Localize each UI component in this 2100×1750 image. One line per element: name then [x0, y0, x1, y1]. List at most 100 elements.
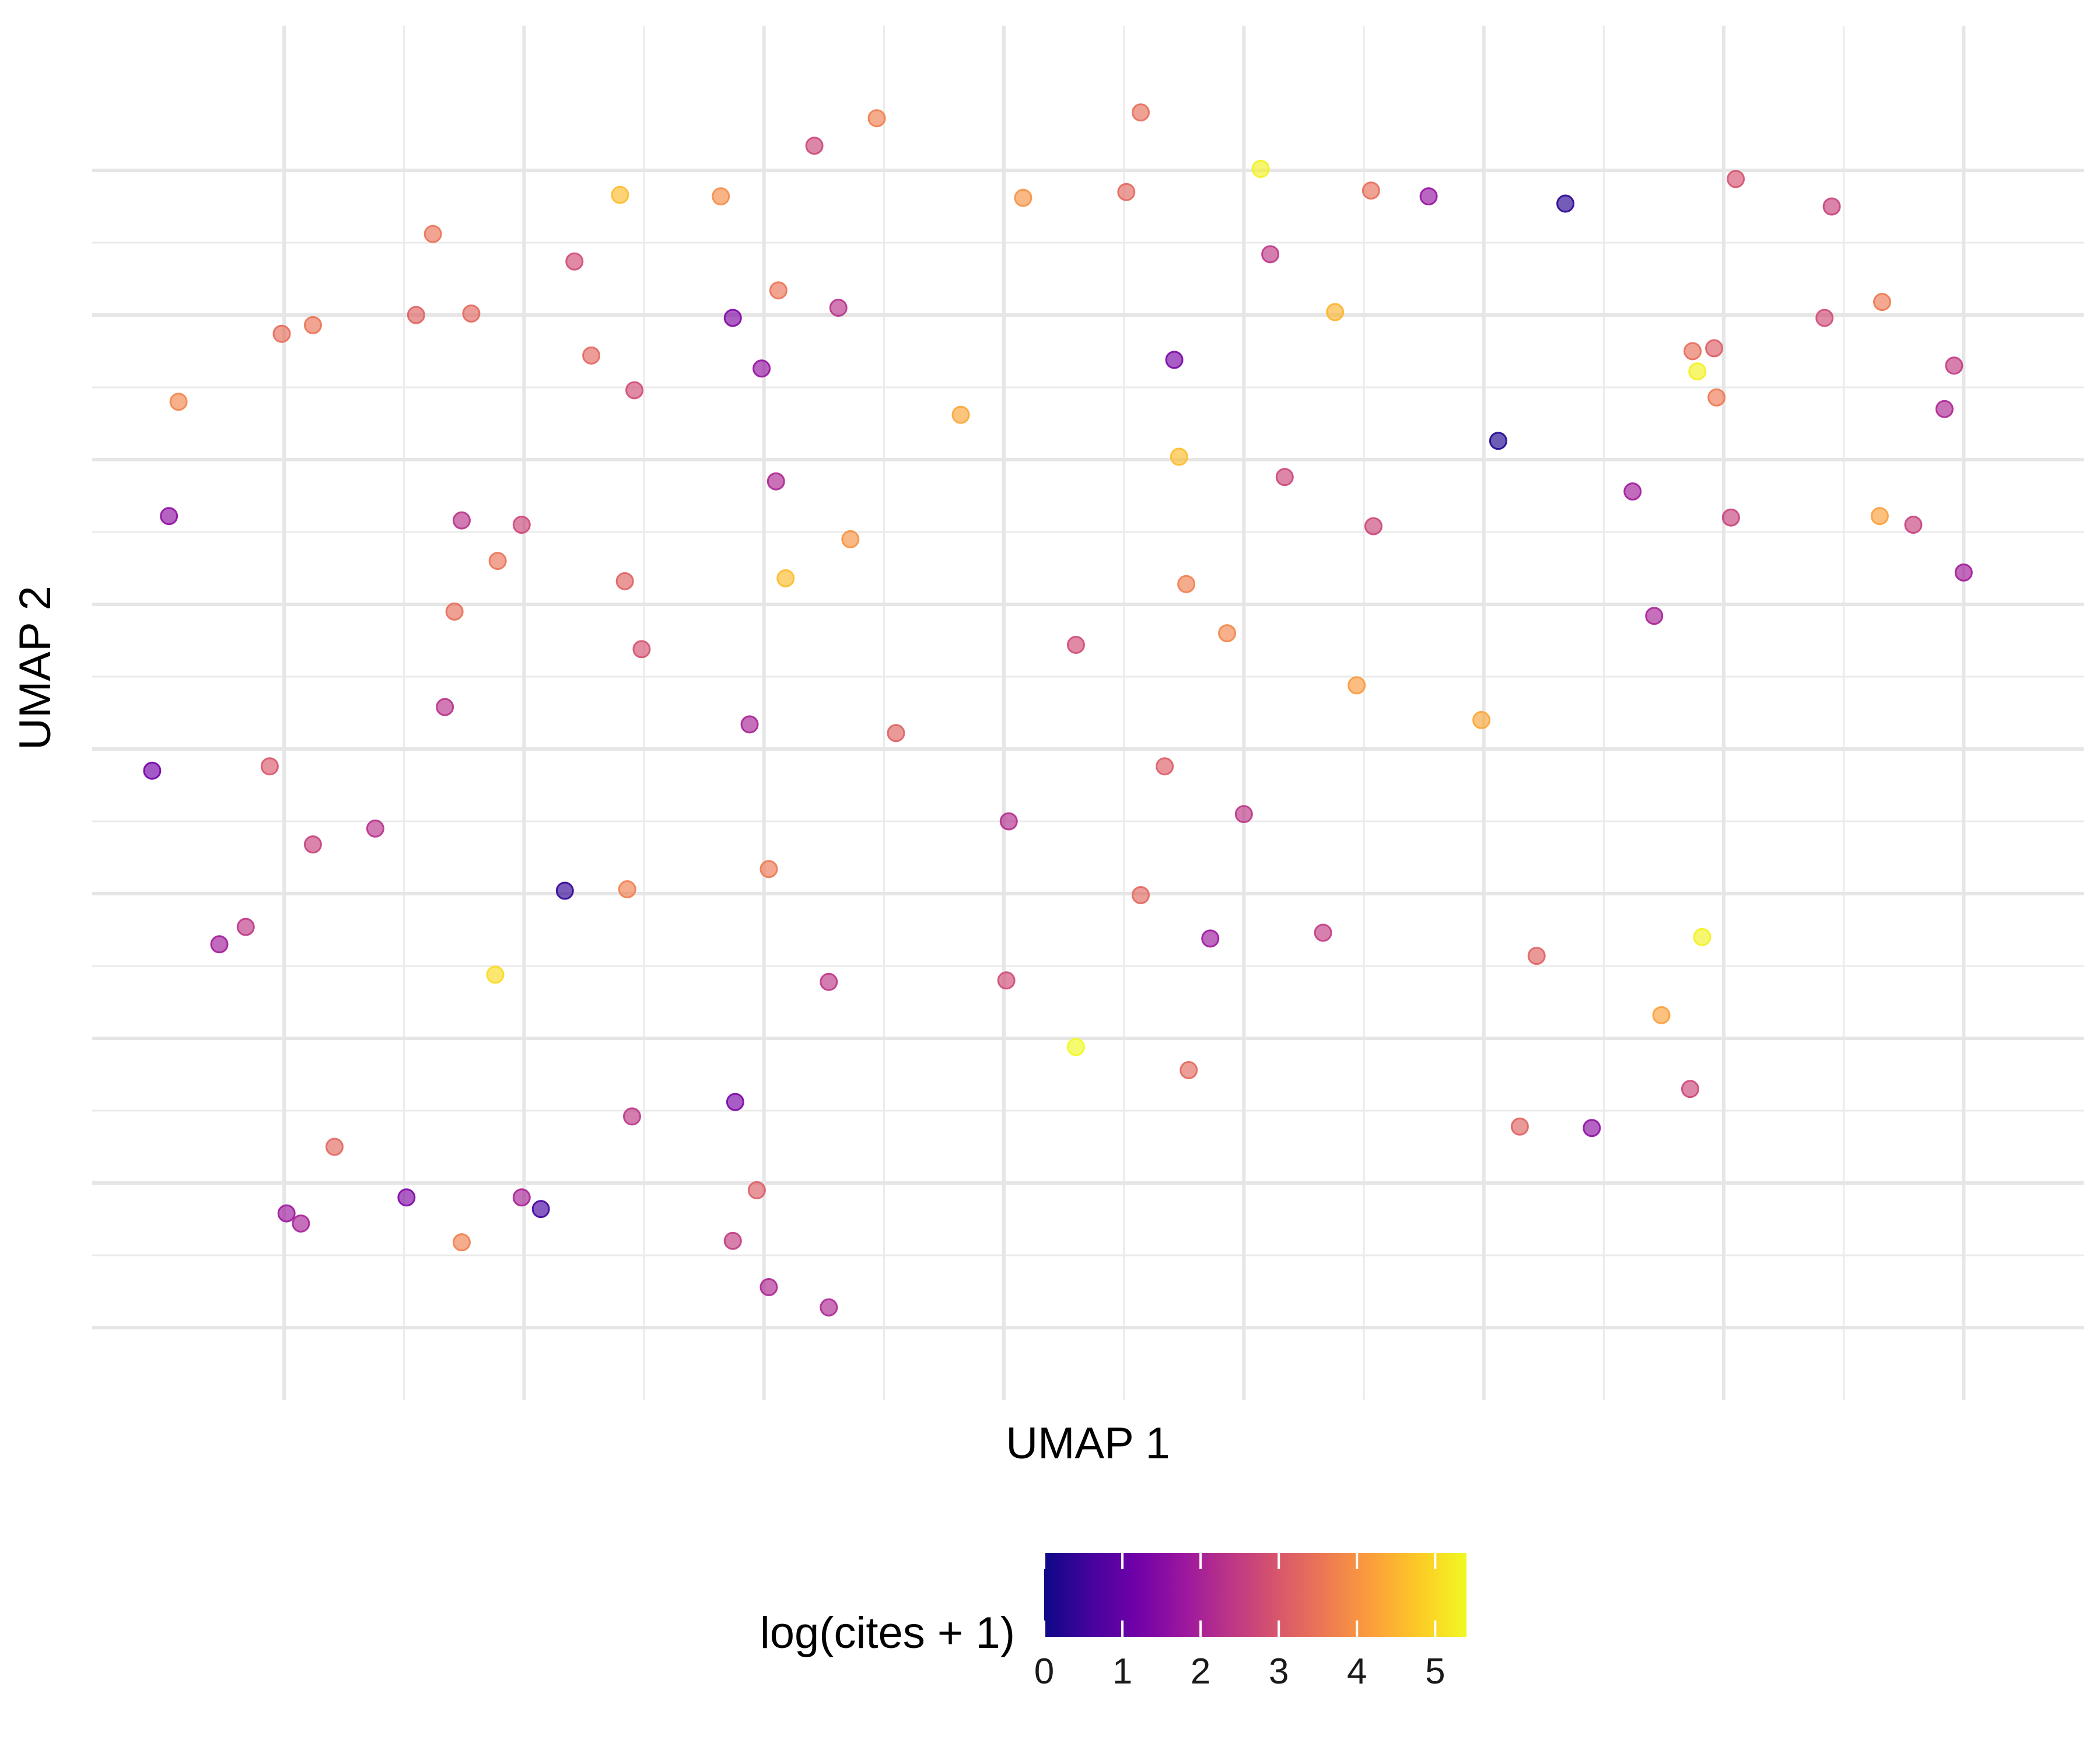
scatter-point [1131, 886, 1150, 904]
scatter-point [292, 1214, 310, 1233]
scatter-point [1014, 188, 1032, 207]
scatter-point [776, 569, 795, 587]
scatter-point [1165, 351, 1184, 369]
scatter-point [760, 860, 778, 878]
scatter-point [445, 602, 464, 621]
scatter-point [169, 393, 188, 411]
scatter-point [277, 1204, 296, 1223]
scatter-point [1556, 194, 1575, 213]
scatter-point [1489, 432, 1507, 450]
grid-major [92, 26, 2084, 1400]
scatter-point [820, 972, 838, 991]
colorbar-tick-label: 1 [1112, 1651, 1132, 1692]
scatter-point [1904, 516, 1923, 534]
scatter-point [1684, 342, 1702, 360]
scatter-point [887, 724, 905, 743]
scatter-point [999, 812, 1018, 831]
scatter-point [1954, 563, 1973, 582]
scatter-point [303, 316, 322, 334]
scatter-point [632, 640, 651, 659]
scatter-point [1314, 923, 1332, 942]
scatter-point [424, 225, 442, 243]
scatter-point [1707, 388, 1726, 407]
scatter-point [1218, 624, 1237, 643]
scatter-point [303, 835, 322, 854]
scatter-point [805, 136, 824, 155]
scatter-point [611, 186, 629, 204]
x-axis-title: UMAP 1 [1006, 1419, 1170, 1468]
scatter-point [565, 252, 584, 271]
scatter-point [512, 516, 531, 534]
scatter-point [272, 324, 291, 343]
scatter-point [1652, 1006, 1671, 1024]
colorbar-tick-label: 0 [1034, 1651, 1054, 1692]
scatter-point [1510, 1117, 1529, 1136]
scatter-point [452, 1233, 471, 1252]
scatter-point [1156, 757, 1174, 776]
scatter-point [1419, 187, 1438, 206]
scatter-point [210, 935, 229, 954]
scatter-point [582, 346, 601, 365]
scatter-point [1705, 339, 1724, 358]
scatter-point [622, 1107, 641, 1126]
scatter-point [1066, 635, 1085, 654]
scatter-point [1645, 607, 1664, 625]
scatter-point [726, 1093, 744, 1111]
scatter-point [867, 109, 886, 128]
colorbar-tick-label: 4 [1347, 1651, 1367, 1692]
scatter-point [452, 511, 471, 530]
colorbar-tick-label: 3 [1269, 1651, 1289, 1692]
scatter-point [160, 507, 178, 526]
scatter-point [752, 359, 771, 378]
scatter-point [1815, 309, 1834, 327]
scatter-point [1721, 508, 1740, 527]
scatter-point [1261, 245, 1280, 264]
scatter-point [1727, 170, 1745, 188]
scatter-point [555, 881, 574, 900]
scatter-point [618, 880, 636, 899]
scatter-point [1275, 468, 1294, 487]
scatter-point [1945, 356, 1964, 375]
scatter-point [760, 1278, 778, 1297]
colorbar-tick-label: 5 [1425, 1651, 1445, 1692]
scatter-point [1066, 1038, 1085, 1056]
scatter-point [1348, 676, 1366, 695]
scatter-point [1201, 929, 1220, 948]
scatter-point [841, 530, 860, 548]
scatter-point [747, 1181, 766, 1199]
scatter-point [397, 1188, 416, 1207]
scatter-point [1326, 303, 1345, 321]
scatter-point [723, 1231, 742, 1250]
scatter-point [1935, 400, 1954, 418]
colorbar-legend: log(cites + 1) 0 1 2 3 4 5 [760, 1553, 1466, 1692]
scatter-point [829, 299, 848, 317]
scatter-point [1527, 947, 1546, 965]
scatter-point [1873, 293, 1891, 312]
scatter-point [1681, 1080, 1699, 1098]
scatter-point [436, 698, 454, 716]
colorbar-tick-label: 2 [1191, 1651, 1210, 1692]
colorbar-title: log(cites + 1) [760, 1608, 1015, 1658]
scatter-point [1822, 197, 1841, 216]
scatter-point [407, 306, 425, 324]
scatter-point [1583, 1119, 1601, 1138]
scatter-point [1234, 805, 1253, 824]
scatter-point [143, 761, 162, 780]
scatter-point [997, 971, 1016, 990]
scatter-point [260, 757, 279, 776]
scatter-point [723, 309, 742, 327]
scatter-point [531, 1200, 550, 1219]
scatter-point [1693, 928, 1712, 946]
scatter-point [1170, 447, 1188, 466]
scatter-point [1117, 183, 1136, 201]
scatter-point [366, 819, 384, 838]
scatter-point [1364, 517, 1382, 536]
scatter-point [236, 918, 255, 936]
scatter-point [769, 281, 788, 300]
scatter-point [462, 304, 481, 323]
scatter-point [1472, 710, 1491, 729]
scatter-point [820, 1298, 838, 1317]
scatter-point [512, 1188, 531, 1207]
grid-minor [92, 26, 2084, 1400]
